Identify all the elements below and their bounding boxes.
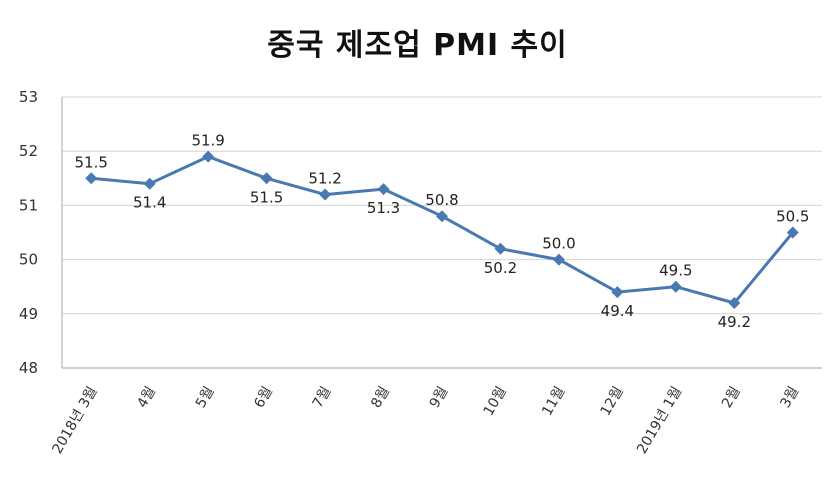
y-tick-label: 52 [19, 142, 38, 160]
axes [61, 97, 822, 369]
gridlines [62, 96, 822, 315]
data-label: 50.0 [542, 235, 575, 253]
y-tick-label: 49 [19, 305, 38, 323]
data-point-marker [494, 242, 507, 255]
x-tick-label: 9월 [427, 384, 452, 411]
data-label: 51.2 [308, 170, 341, 188]
x-tick-label: 2월 [719, 384, 744, 411]
x-tick-label: 5월 [193, 384, 218, 411]
x-tick-label: 6월 [251, 384, 276, 411]
x-tick-label: 10월 [481, 384, 510, 419]
data-point-marker [319, 188, 332, 201]
data-label: 51.5 [250, 188, 283, 206]
x-tick-label: 2019년 1월 [634, 384, 685, 457]
y-tick-label: 51 [19, 196, 38, 214]
data-point-marker [552, 253, 565, 266]
data-label: 49.5 [659, 262, 692, 280]
x-tick-label: 8월 [368, 384, 393, 411]
chart-title: 중국 제조업 PMI 추이 [267, 28, 568, 63]
data-point-marker [436, 210, 448, 223]
data-label: 50.5 [776, 208, 809, 226]
y-tick-labels: 48 49 50 51 52 53 [19, 88, 38, 377]
y-tick-label: 53 [19, 88, 38, 106]
y-tick-label: 48 [19, 359, 38, 377]
data-point-marker [143, 177, 156, 190]
data-point-marker [728, 296, 741, 309]
data-label: 49.2 [718, 313, 751, 331]
x-tick-label: 2018년 3월 [49, 384, 100, 457]
x-tick-label: 7월 [310, 384, 335, 411]
data-label: 50.2 [484, 259, 517, 277]
data-label: 50.8 [425, 191, 458, 209]
x-tick-label: 3월 [777, 384, 802, 411]
data-label: 51.9 [191, 132, 224, 150]
data-labels: 51.5 51.4 51.9 51.5 51.2 51.3 50.8 50.2 50.0 49.4… [75, 132, 810, 331]
data-label: 49.4 [601, 302, 634, 320]
data-point-marker [611, 286, 624, 299]
y-tick-label: 50 [19, 251, 38, 269]
data-point-marker [377, 183, 390, 196]
data-label: 51.3 [367, 199, 400, 217]
x-tick-label: 12월 [598, 384, 627, 419]
data-point-marker [202, 150, 215, 163]
data-label: 51.4 [133, 194, 166, 212]
data-point-marker [669, 280, 682, 293]
x-tick-label: 11월 [539, 384, 568, 419]
data-point-marker [85, 172, 98, 185]
x-tick-labels: 2018년 3월 4월 5월 6월 7월 8월 9월 10월 11월 12월 2019년 1월 2월 3… [49, 384, 802, 457]
series-markers [85, 150, 799, 309]
data-point-marker [786, 226, 799, 239]
series-line [91, 155, 794, 305]
data-point-marker [260, 172, 273, 185]
data-label: 51.5 [75, 153, 108, 171]
x-tick-label: 4월 [134, 384, 159, 411]
